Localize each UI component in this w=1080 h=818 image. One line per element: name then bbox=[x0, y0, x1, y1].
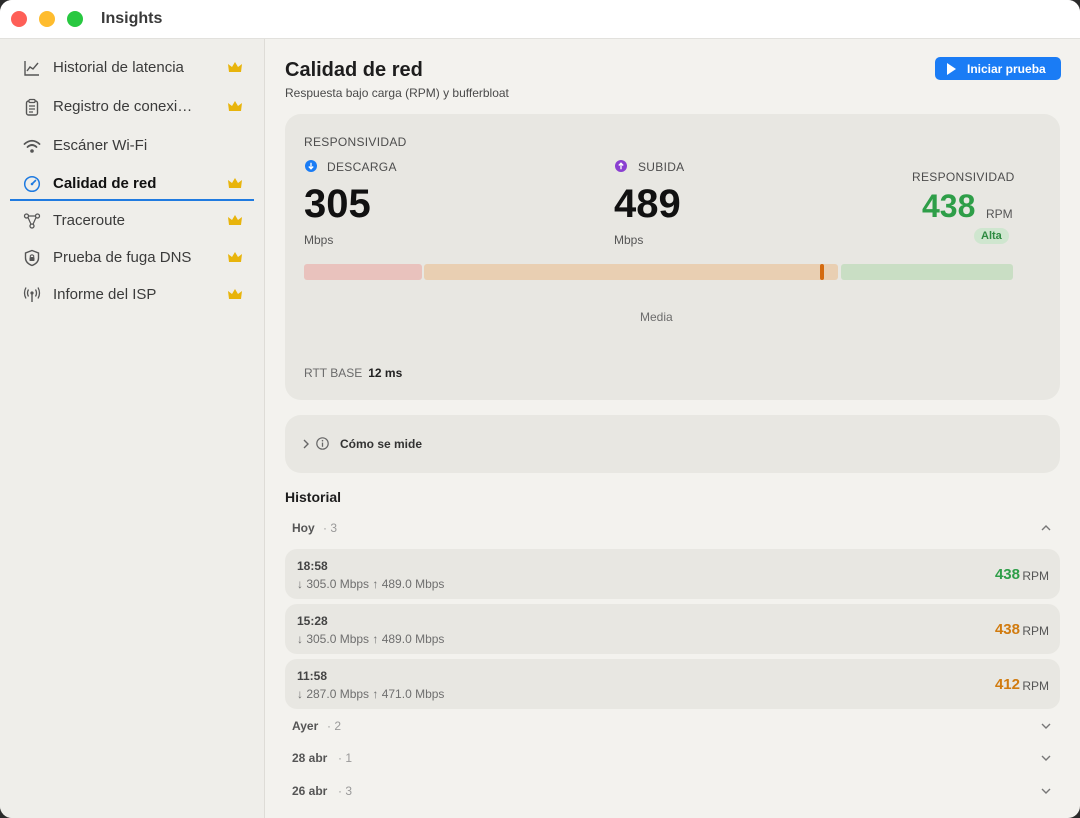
play-icon bbox=[947, 63, 956, 75]
maximize-window-button[interactable] bbox=[67, 11, 83, 27]
wifi-icon bbox=[23, 139, 41, 153]
how-measured-disclosure[interactable]: Cómo se mide bbox=[285, 415, 1060, 473]
sidebar-item-wifi-scanner[interactable]: Escáner Wi-Fi bbox=[10, 129, 254, 163]
history-row[interactable]: 15:28 ↓ 305.0 Mbps ↑ 489.0 Mbps 438 RPM bbox=[285, 604, 1060, 654]
history-time: 11:58 bbox=[297, 669, 328, 683]
group-count: · 3 bbox=[323, 521, 338, 535]
history-group-today[interactable]: Hoy · 3 bbox=[292, 519, 1062, 539]
history-group-26-apr[interactable]: 26 abr · 3 bbox=[292, 782, 1062, 802]
history-group-yesterday[interactable]: Ayer · 2 bbox=[292, 717, 1062, 737]
history-speeds: ↓ 287.0 Mbps ↑ 471.0 Mbps bbox=[297, 687, 445, 701]
main-content: Calidad de red Respuesta bajo carga (RPM… bbox=[265, 39, 1080, 818]
history-row[interactable]: 18:58 ↓ 305.0 Mbps ↑ 489.0 Mbps 438 RPM bbox=[285, 549, 1060, 599]
history-rpm-unit: RPM bbox=[1022, 624, 1049, 638]
sidebar-item-label: Escáner Wi-Fi bbox=[53, 137, 148, 154]
sidebar-item-label: Traceroute bbox=[53, 212, 125, 229]
group-name: Hoy bbox=[292, 521, 315, 535]
responsiveness-badge: Alta bbox=[974, 228, 1009, 244]
minimize-window-button[interactable] bbox=[39, 11, 55, 27]
sidebar-item-network-quality[interactable]: Calidad de red bbox=[10, 167, 254, 201]
history-row[interactable]: 11:58 ↓ 287.0 Mbps ↑ 471.0 Mbps 412 RPM bbox=[285, 659, 1060, 709]
sidebar-item-isp-report[interactable]: Informe del ISP bbox=[10, 278, 254, 312]
start-test-button[interactable]: Iniciar prueba bbox=[935, 57, 1061, 80]
crown-icon bbox=[228, 101, 242, 111]
history-speeds: ↓ 305.0 Mbps ↑ 489.0 Mbps bbox=[297, 577, 445, 591]
responsiveness-label: RESPONSIVIDAD bbox=[912, 170, 1015, 184]
crown-icon bbox=[228, 252, 242, 262]
crown-icon bbox=[228, 178, 242, 188]
history-speeds: ↓ 305.0 Mbps ↑ 489.0 Mbps bbox=[297, 632, 445, 646]
history-time: 18:58 bbox=[297, 559, 328, 573]
sidebar-item-latency-history[interactable]: Historial de latencia bbox=[10, 51, 254, 85]
close-window-button[interactable] bbox=[11, 11, 27, 27]
rtt-label: RTT BASE bbox=[304, 366, 363, 380]
history-rpm: 438 bbox=[994, 566, 1020, 583]
how-measured-label: Cómo se mide bbox=[340, 437, 423, 451]
antenna-icon bbox=[23, 287, 41, 302]
section-label: RESPONSIVIDAD bbox=[304, 135, 407, 149]
upload-unit: Mbps bbox=[614, 233, 644, 247]
sidebar-item-label: Calidad de red bbox=[53, 175, 157, 192]
responsiveness-unit: RPM bbox=[986, 207, 1013, 221]
page-title: Calidad de red bbox=[285, 59, 423, 81]
upload-value: 489 bbox=[614, 182, 681, 226]
group-name: 26 abr bbox=[292, 784, 328, 798]
download-label: DESCARGA bbox=[327, 160, 397, 174]
responsiveness-value: 438 bbox=[922, 188, 976, 224]
scale-marker bbox=[819, 264, 824, 280]
group-count: · 3 bbox=[338, 784, 353, 798]
rtt-base: RTT BASE 12 ms bbox=[304, 366, 402, 380]
scale-medium-segment bbox=[424, 264, 838, 280]
history-time: 15:28 bbox=[297, 614, 328, 628]
download-value: 305 bbox=[304, 182, 371, 226]
chevron-right-icon bbox=[303, 439, 309, 449]
sidebar-item-label: Historial de latencia bbox=[53, 59, 184, 76]
group-count: · 2 bbox=[327, 719, 342, 733]
info-icon bbox=[316, 437, 329, 450]
crown-icon bbox=[228, 289, 242, 299]
title-bar: Insights bbox=[0, 0, 1080, 39]
scale-label: Media bbox=[640, 310, 673, 324]
group-name: 28 abr bbox=[292, 751, 328, 765]
chevron-down-icon bbox=[1041, 755, 1051, 761]
sidebar: Historial de latencia Registro de conexi… bbox=[0, 39, 265, 818]
responsiveness-card: RESPONSIVIDAD DESCARGA 305 Mbps SUBIDA 4… bbox=[285, 114, 1060, 400]
shield-icon bbox=[24, 249, 40, 267]
network-nodes-icon bbox=[23, 213, 41, 229]
chevron-up-icon bbox=[1041, 525, 1051, 531]
crown-icon bbox=[228, 62, 242, 72]
sidebar-item-connection-log[interactable]: Registro de conexi… bbox=[10, 90, 254, 124]
sidebar-item-label: Informe del ISP bbox=[53, 286, 157, 303]
crown-icon bbox=[228, 215, 242, 225]
clipboard-icon bbox=[25, 98, 39, 116]
history-rpm: 412 bbox=[994, 676, 1020, 693]
page-subtitle: Respuesta bajo carga (RPM) y bufferbloat bbox=[285, 86, 509, 100]
upload-arrow-icon bbox=[615, 160, 627, 172]
history-rpm: 438 bbox=[994, 621, 1020, 638]
speedometer-icon bbox=[23, 175, 41, 193]
rtt-value: 12 ms bbox=[368, 366, 403, 380]
group-count: · 1 bbox=[338, 751, 353, 765]
history-rpm-unit: RPM bbox=[1022, 569, 1049, 583]
history-title: Historial bbox=[285, 489, 342, 505]
scale-low-segment bbox=[304, 264, 422, 280]
group-name: Ayer bbox=[292, 719, 319, 733]
chevron-down-icon bbox=[1041, 788, 1051, 794]
history-group-28-apr[interactable]: 28 abr · 1 bbox=[292, 749, 1062, 769]
sidebar-item-traceroute[interactable]: Traceroute bbox=[10, 204, 254, 238]
scale-high-segment bbox=[841, 264, 1013, 280]
app-title: Insights bbox=[101, 10, 163, 27]
download-unit: Mbps bbox=[304, 233, 334, 247]
history-rpm-unit: RPM bbox=[1022, 679, 1049, 693]
sidebar-item-dns-leak-test[interactable]: Prueba de fuga DNS bbox=[10, 241, 254, 275]
chart-line-icon bbox=[24, 61, 39, 76]
sidebar-item-label: Registro de conexi… bbox=[53, 98, 193, 115]
sidebar-item-label: Prueba de fuga DNS bbox=[53, 249, 192, 266]
upload-label: SUBIDA bbox=[638, 160, 685, 174]
download-arrow-icon bbox=[305, 160, 317, 172]
chevron-down-icon bbox=[1041, 723, 1051, 729]
start-test-label: Iniciar prueba bbox=[967, 62, 1046, 76]
